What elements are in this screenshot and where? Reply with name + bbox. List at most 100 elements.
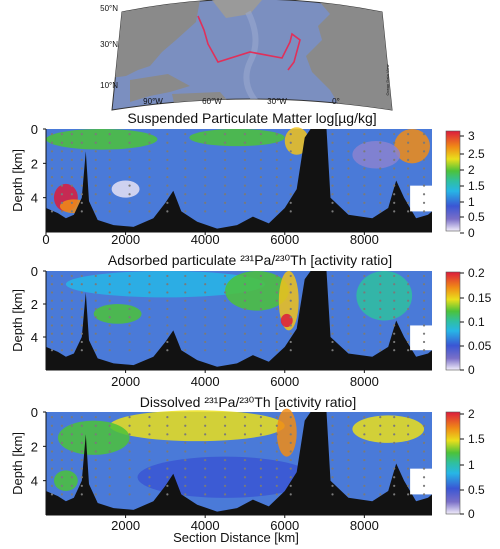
sample-point <box>407 150 410 153</box>
sample-point <box>166 316 169 319</box>
sample-point <box>347 441 350 444</box>
sample-point <box>184 150 187 153</box>
sample-point <box>70 158 73 161</box>
sample-point <box>128 441 131 444</box>
sample-point <box>289 458 292 462</box>
sample-point <box>223 349 227 352</box>
sample-point <box>275 141 278 144</box>
sample-point <box>148 141 151 144</box>
sample-point <box>50 184 54 187</box>
sample-point <box>379 316 382 319</box>
sample-point <box>422 349 426 352</box>
sample-point <box>275 493 278 496</box>
sample-point <box>331 141 334 144</box>
x-tick-label: 2000 <box>111 374 140 389</box>
sample-point <box>60 307 64 311</box>
sample-point <box>94 133 97 136</box>
sample-point <box>108 458 111 462</box>
sample-point <box>108 416 111 419</box>
sample-point <box>94 175 97 179</box>
sample-point <box>128 340 131 344</box>
sample-point <box>275 416 278 419</box>
sample-point <box>422 184 426 187</box>
sample-point <box>243 201 247 204</box>
sample-point <box>204 450 207 453</box>
sample-point <box>393 476 396 479</box>
sample-point <box>331 150 334 153</box>
sample-point <box>80 307 83 311</box>
sample-point <box>223 167 227 170</box>
sample-point <box>60 299 64 302</box>
sample-point <box>331 158 334 161</box>
sample-point <box>223 484 227 487</box>
section-map: 50°N 30°N 10°N 90°W 60°W 30°W 0° Ocean D… <box>100 0 393 111</box>
sample-point <box>94 493 97 496</box>
sample-point <box>422 201 426 204</box>
sample-point <box>331 291 334 294</box>
sample-point <box>243 458 247 462</box>
sample-point <box>363 175 366 179</box>
colorbar-tick-label: 1 <box>468 195 475 209</box>
no-data-area <box>410 185 432 212</box>
sample-point <box>148 416 151 419</box>
sample-point <box>259 133 262 136</box>
sample-point <box>363 416 366 419</box>
sample-point <box>259 201 262 204</box>
sample-point <box>422 493 426 496</box>
sample-point <box>422 416 426 419</box>
sample-point <box>379 476 382 479</box>
sample-point <box>407 184 410 187</box>
sample-point <box>70 424 73 427</box>
sample-point <box>275 210 278 213</box>
sample-point <box>275 158 278 161</box>
sample-point <box>184 167 187 170</box>
sample-point <box>128 201 131 204</box>
sample-point <box>223 201 227 204</box>
sample-point <box>60 467 64 470</box>
sample-point <box>331 210 334 213</box>
sample-point <box>259 299 262 302</box>
sample-point <box>422 307 426 311</box>
sample-point <box>128 283 131 286</box>
sample-point <box>275 458 278 462</box>
sample-point <box>108 450 111 453</box>
sample-point <box>204 349 207 352</box>
sample-point <box>80 467 83 470</box>
sample-point <box>148 291 151 294</box>
sample-point <box>184 193 187 196</box>
field-patch <box>53 470 78 491</box>
sample-point <box>94 307 97 311</box>
field-patch <box>356 271 413 321</box>
sample-point <box>50 316 54 319</box>
sample-point <box>259 141 262 144</box>
sample-point <box>289 283 292 286</box>
sample-point <box>70 167 73 170</box>
y-tick-label: 2 <box>31 156 38 171</box>
no-data-area <box>410 325 432 351</box>
sample-point <box>108 274 111 278</box>
sample-point <box>407 210 410 213</box>
sample-point <box>148 210 151 213</box>
sample-point <box>184 332 187 335</box>
sample-point <box>363 476 366 479</box>
x-tick-label: 8000 <box>350 374 379 389</box>
sample-point <box>407 450 410 453</box>
sample-point <box>379 332 382 335</box>
sample-point <box>259 274 262 278</box>
sample-point <box>331 476 334 479</box>
sample-point <box>393 349 396 352</box>
sample-point <box>94 441 97 444</box>
sample-point <box>128 299 131 302</box>
sample-point <box>363 201 366 204</box>
sample-point <box>148 493 151 496</box>
sample-point <box>204 274 207 278</box>
sample-point <box>70 433 73 436</box>
sample-point <box>243 167 247 170</box>
sample-point <box>204 476 207 479</box>
sample-point <box>407 324 410 327</box>
sample-point <box>422 467 426 470</box>
y-axis-label: Depth [km] <box>10 432 25 495</box>
sample-point <box>243 316 247 319</box>
sample-point <box>275 316 278 319</box>
y-tick-label: 0 <box>31 122 38 137</box>
